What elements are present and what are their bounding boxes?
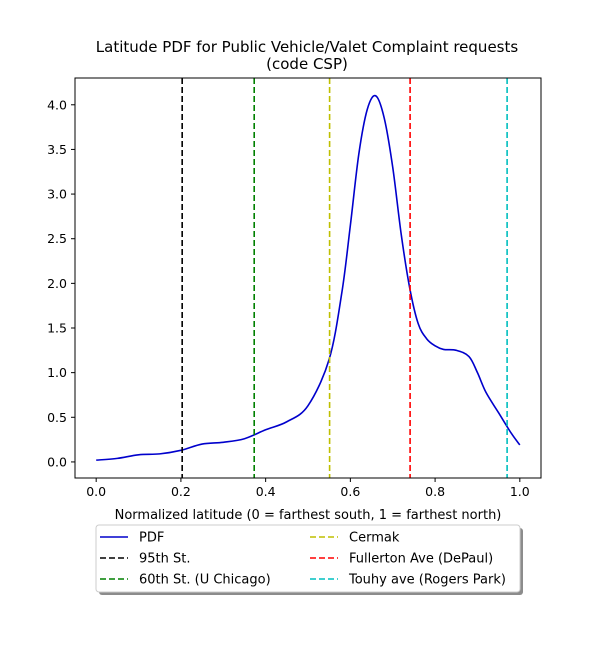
legend-label-1: 95th St.	[139, 552, 191, 567]
plot-frame	[74, 77, 542, 479]
legend-box	[95, 524, 521, 593]
y-tick-label: 1.0	[47, 365, 67, 380]
legend-label-2: 60th St. (U Chicago)	[139, 573, 271, 588]
chart-title-line-1: Latitude PDF for Public Vehicle/Valet Co…	[96, 38, 519, 56]
chart-title-line-2: (code CSP)	[266, 55, 348, 73]
legend-label-0: PDF	[139, 531, 164, 546]
y-tick-label: 3.0	[47, 187, 67, 202]
legend: PDF 95th St. 60th St. (U Chicago) Cermak Ful…	[95, 524, 523, 595]
series-line-pdf	[96, 94, 521, 461]
x-axis-ticks: 0.0 0.2 0.4 0.6 0.8 1.0	[86, 478, 530, 499]
x-tick-label: 0.6	[340, 484, 360, 499]
plot-area	[96, 78, 521, 478]
x-tick-label: 0.0	[86, 484, 106, 499]
x-tick-label: 1.0	[510, 484, 530, 499]
y-tick-label: 1.5	[47, 321, 67, 336]
x-tick-label: 0.8	[425, 484, 445, 499]
y-tick-label: 2.5	[47, 231, 67, 246]
x-tick-label: 0.4	[256, 484, 276, 499]
x-axis-label: Normalized latitude (0 = farthest south,…	[115, 508, 502, 523]
x-tick-label: 0.2	[171, 484, 191, 499]
y-tick-label: 0.0	[47, 454, 67, 469]
y-tick-label: 2.0	[47, 276, 67, 291]
legend-label-3: Cermak	[349, 531, 400, 546]
y-tick-label: 3.5	[47, 142, 67, 157]
legend-label-5: Touhy ave (Rogers Park)	[348, 573, 506, 588]
y-axis-ticks: 0.0 0.5 1.0 1.5 2.0 2.5 3.0 3.5 4.0	[47, 97, 75, 469]
y-tick-label: 4.0	[47, 97, 67, 112]
y-tick-label: 0.5	[47, 410, 67, 425]
legend-label-4: Fullerton Ave (DePaul)	[349, 552, 493, 567]
